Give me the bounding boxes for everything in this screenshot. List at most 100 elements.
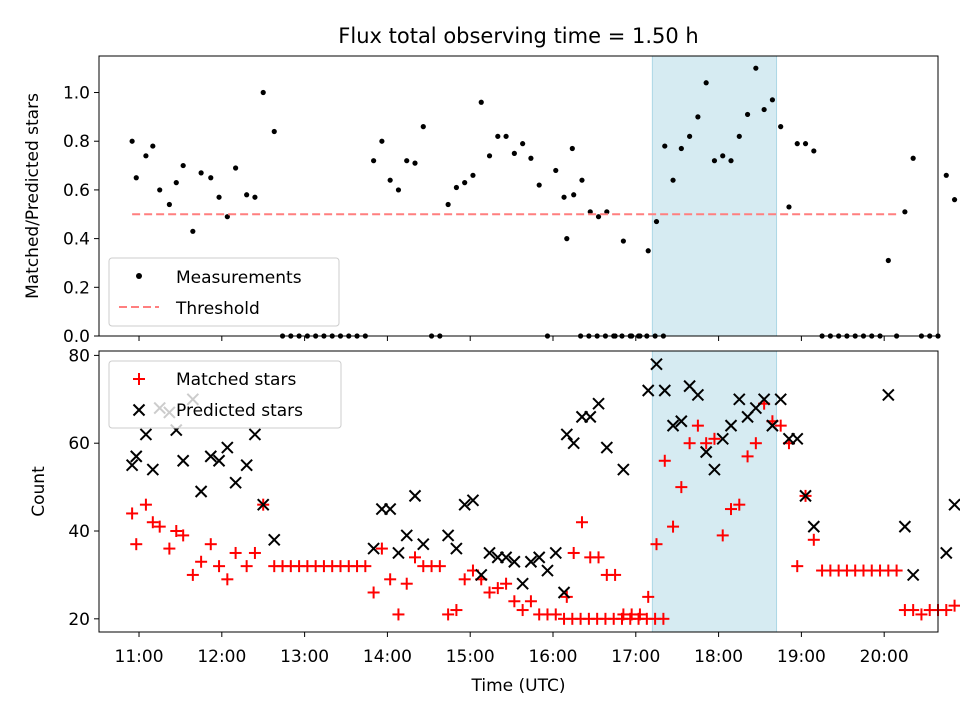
predicted-star-point — [400, 529, 413, 542]
x-tick-label: 20:00 — [860, 647, 909, 667]
x-marker-b — [560, 428, 574, 441]
measurement-point — [802, 141, 809, 147]
x-marker-b — [592, 397, 605, 410]
predicted-star-point — [699, 445, 713, 459]
x-axis-label: Time (UTC) — [471, 676, 566, 696]
predicted-star-point — [584, 410, 597, 424]
measurement-point — [943, 172, 949, 178]
x-tick-label: 16:00 — [528, 647, 577, 667]
measurement-point — [445, 201, 451, 208]
matched-star-point — [560, 590, 573, 603]
measurement-point — [260, 89, 266, 96]
matched-star-point — [409, 551, 422, 564]
measurement-point — [902, 209, 908, 215]
x-marker-b — [466, 494, 480, 507]
predicted-star-point — [450, 542, 463, 555]
matched-star-point — [186, 568, 199, 581]
measurement-point — [224, 214, 230, 220]
bottom-y-tick-label: 60 — [68, 434, 90, 454]
measurement-point — [129, 138, 135, 144]
matched-star-point — [433, 560, 446, 573]
x-tick-label: 18:00 — [694, 647, 743, 667]
matched-star-point — [708, 432, 721, 445]
x-marker-b — [906, 568, 920, 582]
measurement-point — [143, 153, 149, 159]
matched-star-point — [700, 437, 713, 450]
x-marker-b — [130, 450, 143, 463]
x-marker-b — [557, 586, 571, 599]
matched-star-point — [675, 481, 688, 494]
measurement-point — [653, 218, 660, 225]
measurement-point — [208, 175, 214, 181]
bottom-y-tick-label: 80 — [68, 346, 90, 366]
predicted-star-point — [212, 454, 226, 467]
measurement-point — [569, 145, 575, 152]
x-marker-b — [683, 379, 696, 393]
x-marker-b — [125, 458, 139, 472]
measurement-point — [564, 236, 570, 242]
predicted-star-point — [733, 393, 746, 406]
matched-star-point — [807, 533, 820, 546]
matched-star-point — [213, 560, 226, 573]
measurement-point — [662, 143, 668, 149]
measurement-point — [678, 145, 684, 152]
matched-star-point — [508, 595, 521, 608]
measurement-point — [587, 209, 593, 215]
matched-star-point — [491, 582, 504, 595]
x-marker-b — [882, 388, 895, 402]
x-marker-b — [458, 498, 471, 511]
matched-star-point — [384, 573, 397, 586]
predicted-star-point — [560, 428, 574, 441]
matched-star-point — [229, 546, 242, 559]
x-tick-label: 13:00 — [280, 647, 329, 667]
measurement-point — [478, 99, 484, 105]
matched-star-point — [683, 437, 696, 450]
measurement-point — [604, 209, 610, 215]
measurement-point — [761, 106, 767, 113]
predicted-star-point — [766, 419, 779, 432]
legend-measurements-marker — [136, 273, 142, 279]
x-marker-b — [807, 520, 821, 533]
matched-star-point — [774, 419, 787, 432]
x-marker-b — [392, 546, 405, 560]
bottom-legend-box — [108, 360, 342, 429]
matched-star-point — [915, 608, 928, 621]
matched-star-point — [248, 546, 261, 559]
measurement-point — [379, 138, 385, 144]
legend-measurements-label: Measurements — [176, 268, 302, 288]
predicted-star-point — [516, 577, 529, 590]
matched-star-point — [948, 599, 960, 612]
x-marker-b — [541, 564, 554, 577]
measurement-point — [645, 248, 651, 254]
x-marker-b — [940, 546, 953, 560]
bottom-legend: Matched stars Predicted stars — [108, 360, 342, 429]
x-tick-label: 11:00 — [115, 647, 164, 667]
measurement-point — [720, 153, 726, 159]
predicted-star-point — [724, 419, 738, 432]
matched-star-point — [221, 573, 234, 586]
x-marker-b — [417, 537, 430, 551]
matched-star-point — [575, 516, 588, 529]
measurement-point — [462, 180, 468, 186]
x-marker-b — [132, 403, 146, 417]
predicted-star-point — [176, 454, 190, 467]
x-marker-b — [708, 463, 721, 476]
predicted-star-point — [229, 476, 242, 489]
x-marker-b — [268, 533, 281, 547]
x-marker-b — [400, 529, 413, 542]
predicted-star-point — [650, 357, 663, 371]
bottom-x-ticks: 11:00 12:00 13:00 14:00 15:00 16:00 17:00 18:00… — [115, 632, 909, 667]
x-marker-b — [691, 388, 705, 402]
matched-star-point — [458, 573, 471, 586]
measurement-point — [951, 197, 958, 203]
predicted-star-point — [532, 551, 546, 564]
x-marker-b — [248, 428, 262, 441]
measurement-point — [571, 192, 577, 198]
predicted-star-point — [658, 384, 671, 397]
matched-star-point — [153, 520, 166, 533]
top-y-tick-label: 0.2 — [63, 278, 90, 298]
legend-predicted-label: Predicted stars — [176, 401, 303, 421]
predicted-star-point — [691, 388, 705, 402]
top-y-tick-label: 1.0 — [63, 84, 90, 104]
matched-star-point — [170, 525, 183, 538]
